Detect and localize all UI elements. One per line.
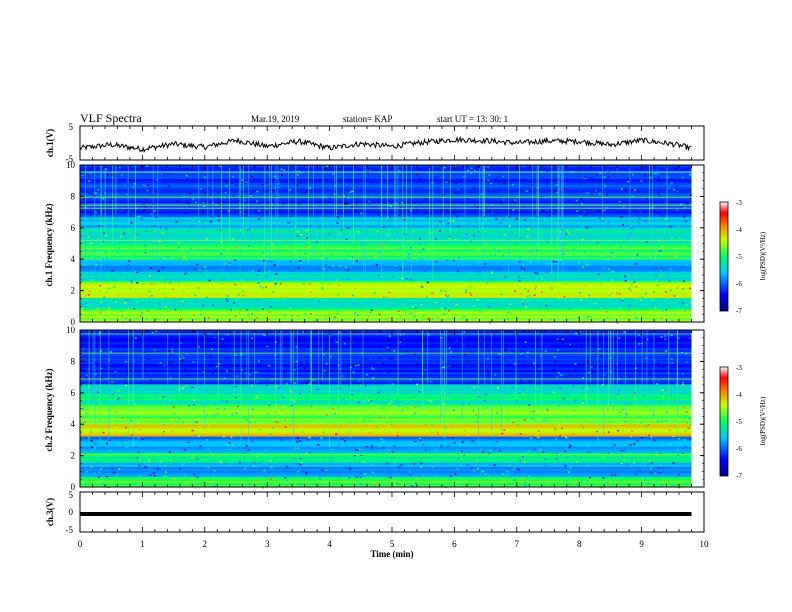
spec2-ytick-4: 8 xyxy=(71,356,76,366)
ch2-spectrogram-panel: 0 2 4 6 8 10 ch.2 Frequency (kHz) xyxy=(44,325,705,492)
spec1-ytick-4: 8 xyxy=(71,191,76,201)
spec1-ytick-3: 6 xyxy=(71,223,76,233)
x-tick-label-10: 10 xyxy=(700,539,710,549)
date-label: Mar.19, 2019 xyxy=(251,114,300,124)
x-tick-label-3: 3 xyxy=(265,539,270,549)
spec2-ytick-1: 2 xyxy=(71,451,76,461)
x-tick-label-9: 9 xyxy=(639,539,644,549)
x-tick-label-7: 7 xyxy=(515,539,520,549)
x-tick-label-6: 6 xyxy=(452,539,457,549)
spec2-ytick-3: 6 xyxy=(71,388,76,398)
ch2-spectrogram-heatmap xyxy=(80,330,704,489)
spec1-ytick-5: 10 xyxy=(66,160,76,170)
ch1-waveform-line xyxy=(79,135,692,153)
cb1-tick-3: -6 xyxy=(736,280,742,288)
ch1-waveform-panel: 5 -5 ch.1(V) xyxy=(45,122,705,164)
cb2-tick-3: -6 xyxy=(736,445,742,453)
cb1-tick-2: -5 xyxy=(736,253,742,261)
x-tick-label-8: 8 xyxy=(577,539,582,549)
ch1-spectrogram-heatmap xyxy=(80,165,704,324)
ch3-ytick-top: 5 xyxy=(69,490,74,500)
x-tick-label-2: 2 xyxy=(203,539,208,549)
cb2-tick-4: -7 xyxy=(736,472,742,480)
ch2-spectrogram-ylabel: ch.2 Frequency (kHz) xyxy=(44,368,54,451)
x-tick-label-0: 0 xyxy=(78,539,83,549)
x-tick-label-5: 5 xyxy=(390,539,395,549)
x-tick-label-1: 1 xyxy=(140,539,145,549)
ch1-waveform-ylabel: ch.1(V) xyxy=(45,129,55,157)
spec2-ytick-5: 10 xyxy=(66,325,76,335)
ch1-spectrogram-panel: 0 2 4 6 8 10 ch.1 Frequency (kHz) xyxy=(44,160,705,327)
start-time-label: start UT = 13: 30: 1 xyxy=(437,114,508,124)
x-axis: 0 1 2 3 4 5 6 7 8 9 10 xyxy=(78,126,709,549)
ch1-ytick-top: 5 xyxy=(69,122,74,132)
ch3-waveform-ylabel: ch.3(V) xyxy=(45,498,55,526)
ch3-waveform-panel: 5 0 -5 ch.3(V) xyxy=(45,490,705,535)
cb2-tick-1: -4 xyxy=(736,391,742,399)
cb1-tick-1: -4 xyxy=(736,226,742,234)
ch3-ytick-bottom: -5 xyxy=(66,525,74,535)
ch2-colorbar: -3 -4 -5 -6 -7 log(PSD)(V²/Hz) xyxy=(719,364,767,480)
cb1-tick-4: -7 xyxy=(736,307,742,315)
ch1-ytick-bottom: -5 xyxy=(66,154,74,164)
figure-title: VLF Spectra xyxy=(80,111,142,125)
cb1-tick-0: -3 xyxy=(736,199,742,207)
x-tick-label-4: 4 xyxy=(327,539,332,549)
spec1-ytick-0: 0 xyxy=(71,317,76,327)
spec1-ytick-2: 4 xyxy=(71,254,76,264)
x-axis-label: Time (min) xyxy=(370,549,413,559)
spec2-ytick-0: 0 xyxy=(71,482,76,492)
ch1-spectrogram-ylabel: ch.1 Frequency (kHz) xyxy=(44,203,54,286)
ch1-colorbar: -3 -4 -5 -6 -7 log(PSD)(V²/Hz) xyxy=(719,199,767,315)
cb2-tick-2: -5 xyxy=(736,418,742,426)
station-label: station= KAP xyxy=(343,114,392,124)
spec2-ytick-2: 4 xyxy=(71,419,76,429)
cb2-tick-0: -3 xyxy=(736,364,742,372)
cb2-label: log(PSD)(V²/Hz) xyxy=(759,396,767,445)
spec1-ytick-1: 2 xyxy=(71,286,76,296)
cb1-label: log(PSD)(V²/Hz) xyxy=(759,231,767,280)
ch3-ytick-mid: 0 xyxy=(69,507,74,517)
